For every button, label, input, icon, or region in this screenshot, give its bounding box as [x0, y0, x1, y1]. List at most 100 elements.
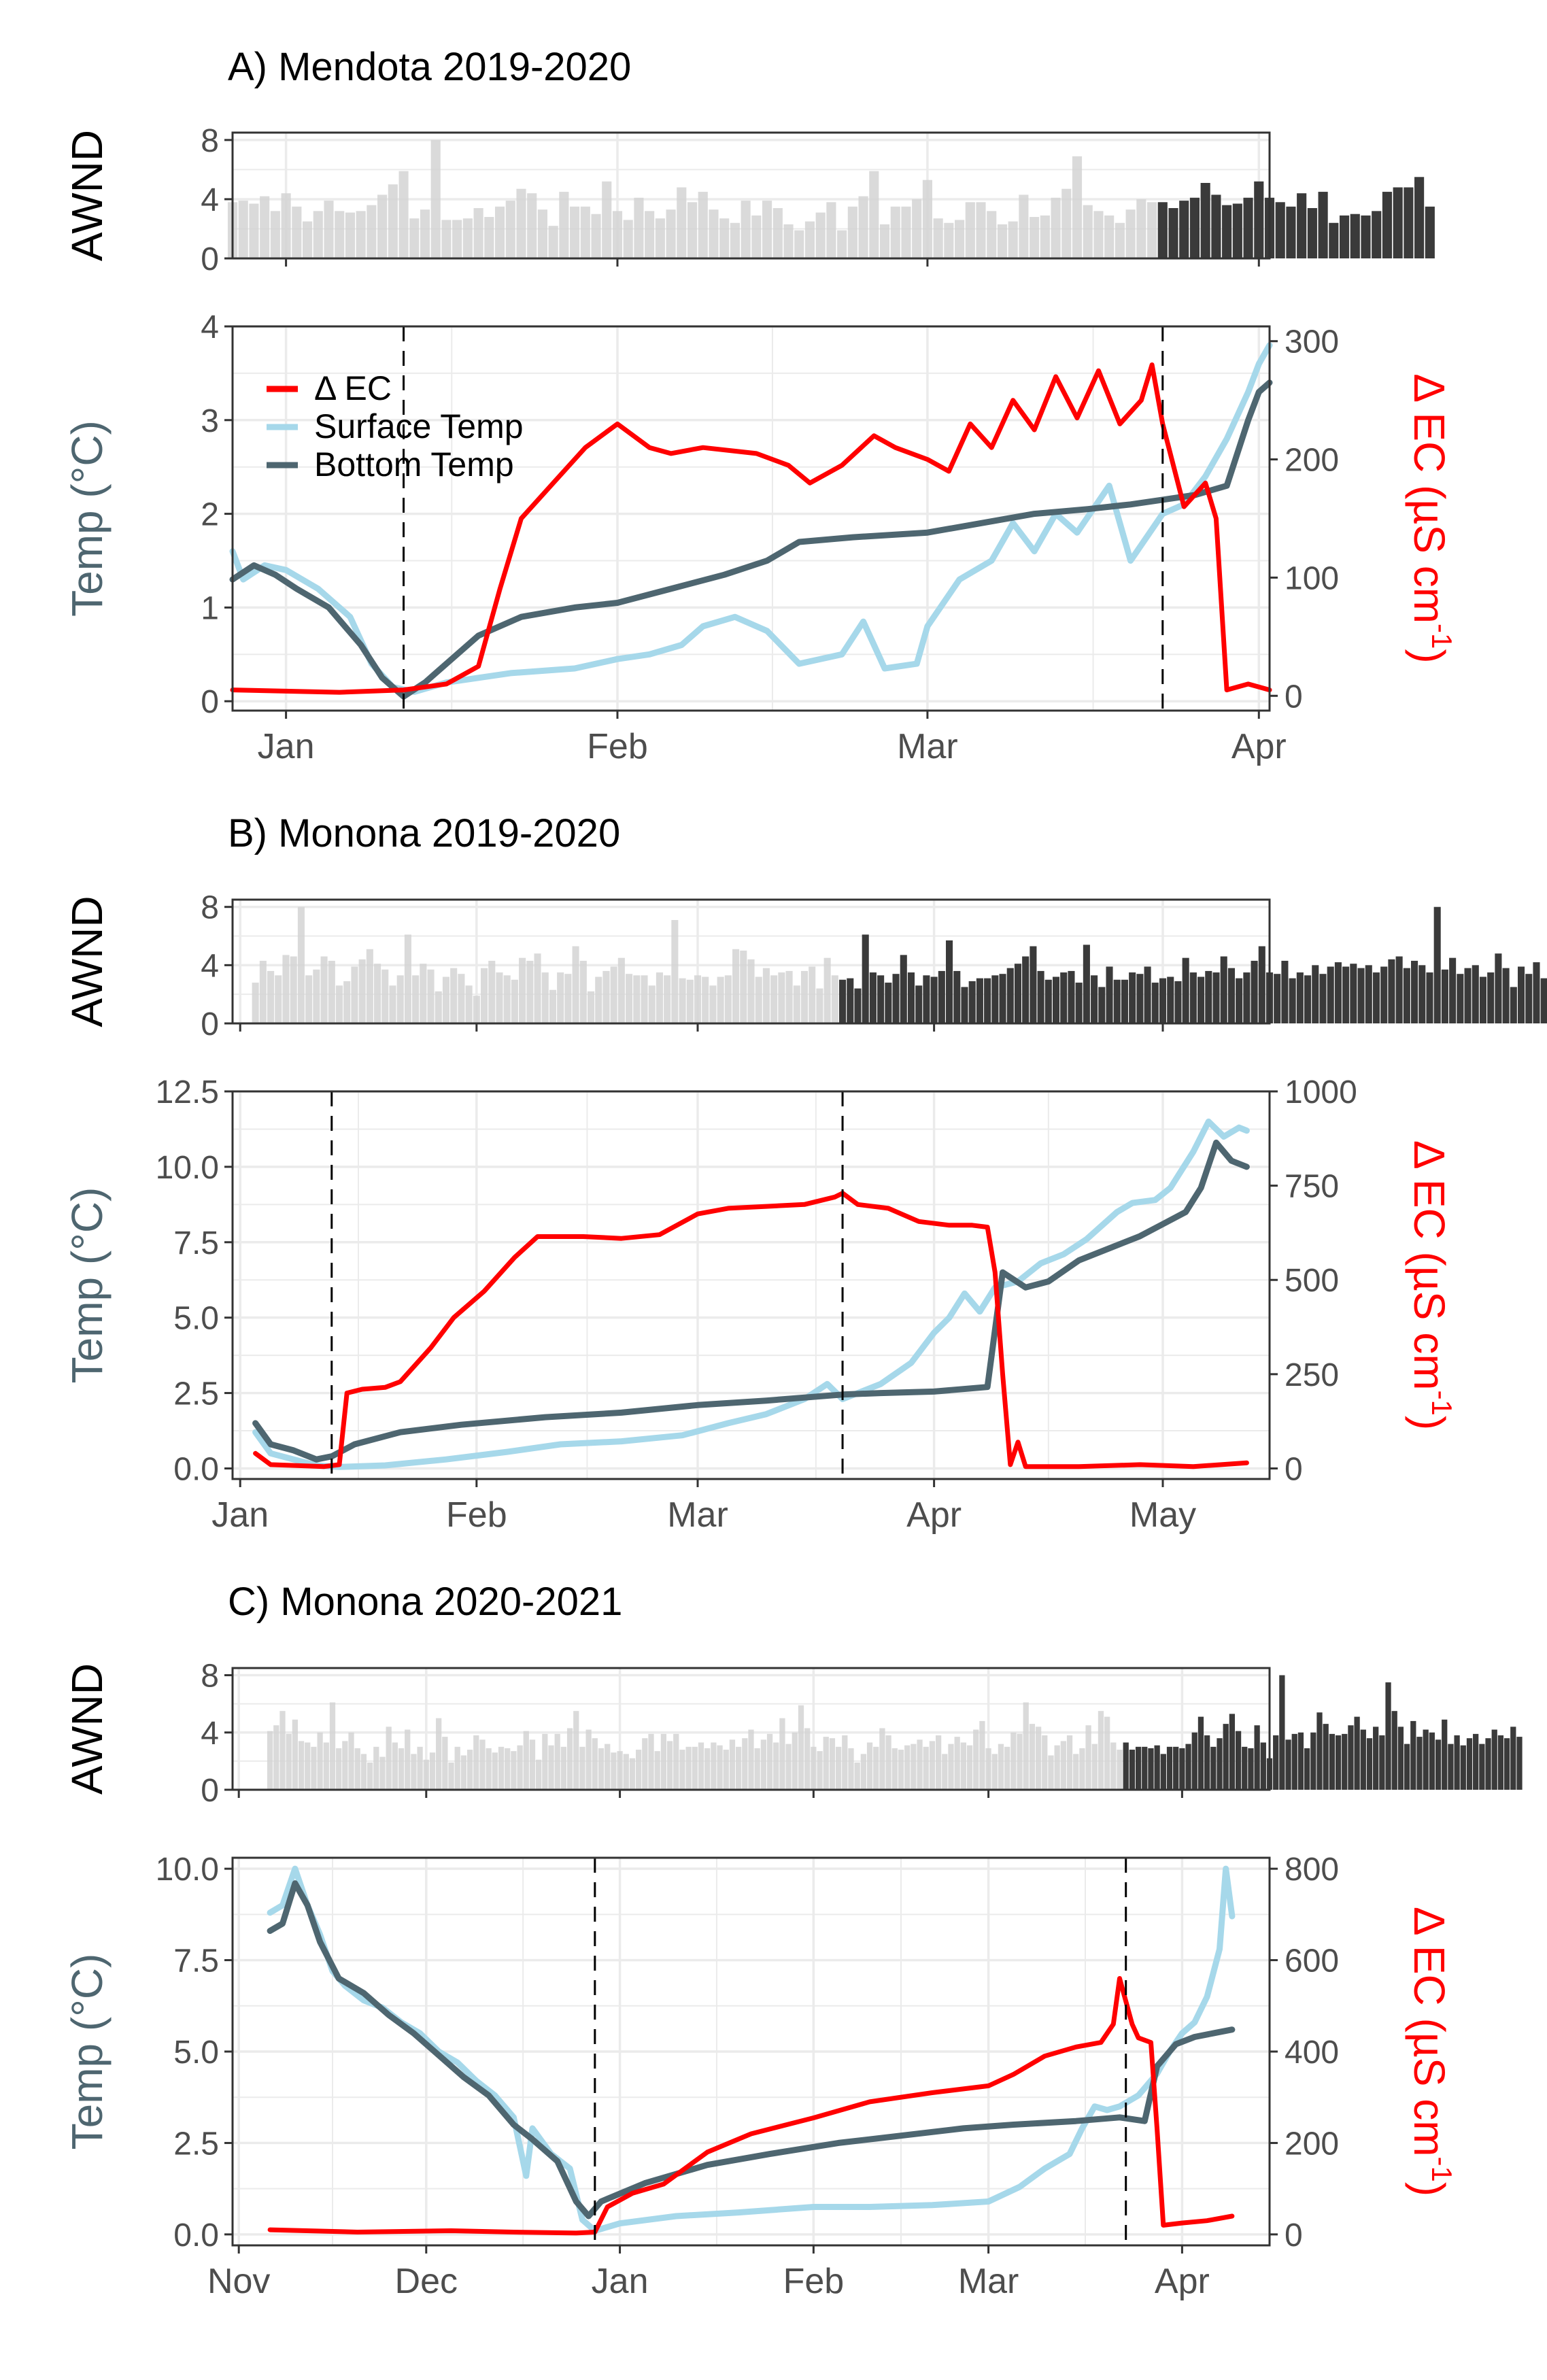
series-line-ec: [230, 362, 1272, 695]
ec-axis-label-sup: -1: [1426, 2156, 1458, 2181]
temp-ytick-label: 0.0: [173, 1451, 219, 1487]
wind-bar: [1091, 1744, 1098, 1790]
wind-bar: [557, 972, 564, 1023]
wind-bar: [692, 1746, 698, 1790]
wind-bar: [1204, 1735, 1210, 1790]
wind-bar: [901, 206, 911, 258]
wind-bar: [660, 1733, 667, 1790]
wind-bar: [511, 1751, 517, 1790]
wind-bar: [611, 1752, 617, 1790]
wind-bar: [292, 206, 302, 258]
wind-bar: [1022, 956, 1030, 1023]
panel-c: C) Monona 2020-2021 0 4 8 AWND 0.0 2.5 5.0 7.5 10…: [63, 1580, 1523, 2301]
wind-bar: [367, 1762, 373, 1790]
wind-bar: [686, 979, 694, 1023]
wind-bar: [1426, 972, 1433, 1023]
wind-bar: [1019, 194, 1029, 258]
wind-bar: [548, 226, 558, 258]
wind-ytick-label: 8: [201, 890, 219, 926]
temp-axis-label: Temp (°C): [63, 1954, 112, 2150]
wind-bar: [511, 979, 518, 1023]
wind-bar: [973, 1729, 979, 1790]
wind-bar: [694, 975, 702, 1023]
wind-bar: [770, 975, 778, 1023]
wind-bar: [717, 1745, 723, 1790]
wind-bar: [1110, 1742, 1117, 1790]
wind-bar: [985, 1748, 991, 1790]
wind-bar: [486, 1748, 492, 1790]
wind-bar: [804, 1728, 811, 1790]
x-tick-label: Nov: [207, 2262, 270, 2301]
wind-bar: [817, 1751, 823, 1790]
wind-bar: [766, 1733, 773, 1790]
wind-bar: [541, 972, 549, 1023]
wind-bars: [227, 139, 1435, 258]
wind-bar: [804, 221, 815, 258]
wind-bar: [1441, 969, 1448, 1023]
wind-bar: [709, 209, 719, 258]
x-tick-label: Apr: [1231, 727, 1287, 766]
wind-bar: [554, 1733, 560, 1790]
wind-bar: [1061, 188, 1072, 258]
wind-bar: [1129, 972, 1136, 1023]
wind-bar: [862, 934, 869, 1023]
wind-bar: [1197, 1716, 1204, 1790]
wind-bar: [1093, 211, 1104, 258]
wind-bar: [1258, 946, 1265, 1023]
wind-bar: [1316, 1712, 1323, 1790]
wind-bar: [1098, 987, 1106, 1023]
wind-bar: [679, 1750, 685, 1790]
series-line-ec: [253, 1191, 1249, 1469]
wind-bar: [592, 1738, 598, 1790]
wind-bar: [1197, 976, 1205, 1023]
wind-bar: [773, 1742, 779, 1790]
wind-bar: [496, 972, 503, 1023]
wind-bar: [698, 192, 708, 258]
wind-bar: [1136, 974, 1144, 1023]
wind-panel: 0 4 8 AWND: [63, 890, 1547, 1042]
wind-bar: [755, 976, 762, 1023]
wind-bar: [717, 976, 724, 1023]
wind-bar: [1179, 201, 1189, 258]
wind-bar: [823, 1737, 829, 1790]
wind-bar: [1260, 1742, 1266, 1790]
wind-bar: [1457, 974, 1464, 1023]
wind-bar: [617, 957, 625, 1023]
wind-bar: [1229, 1714, 1236, 1790]
wind-bar: [1274, 974, 1281, 1023]
wind-bar: [984, 978, 991, 1023]
x-tick-label: Mar: [667, 1495, 728, 1535]
wind-bar: [1042, 1735, 1048, 1790]
wind-bar: [523, 1731, 529, 1790]
wind-bar: [677, 187, 687, 258]
wind-bar: [991, 1754, 998, 1790]
wind-bar: [735, 1746, 742, 1790]
wind-bar: [1148, 1748, 1154, 1790]
wind-bar: [823, 957, 831, 1023]
wind-bar: [664, 975, 671, 1023]
wind-bar: [1327, 966, 1334, 1023]
ec-axis-label-main: Δ EC (µS cm: [1405, 1907, 1454, 2157]
wind-bar: [259, 960, 267, 1023]
wind-bar: [848, 1748, 854, 1790]
series-line-surface: [252, 1118, 1250, 1470]
wind-bar: [517, 1745, 523, 1790]
wind-bar: [1205, 970, 1212, 1023]
wind-bar: [516, 188, 526, 258]
wind-bar: [1006, 968, 1014, 1023]
wind-bar: [1380, 966, 1388, 1023]
wind-bar: [398, 1748, 405, 1790]
wind-bar: [320, 956, 328, 1023]
wind-bar: [966, 1745, 973, 1790]
wind-bar: [704, 1748, 711, 1790]
wind-bar: [1185, 1744, 1191, 1790]
wind-bar: [1068, 970, 1075, 1023]
wind-bar: [976, 202, 986, 258]
ec-axis-label: Δ EC (µS cm-1): [1405, 373, 1458, 663]
wind-bar: [1323, 1724, 1329, 1790]
wind-bar: [559, 192, 569, 258]
wind-bar: [938, 970, 945, 1023]
x-tick-label: Mar: [897, 727, 958, 766]
wind-bar: [1281, 960, 1289, 1023]
wind-bar: [762, 968, 770, 1023]
